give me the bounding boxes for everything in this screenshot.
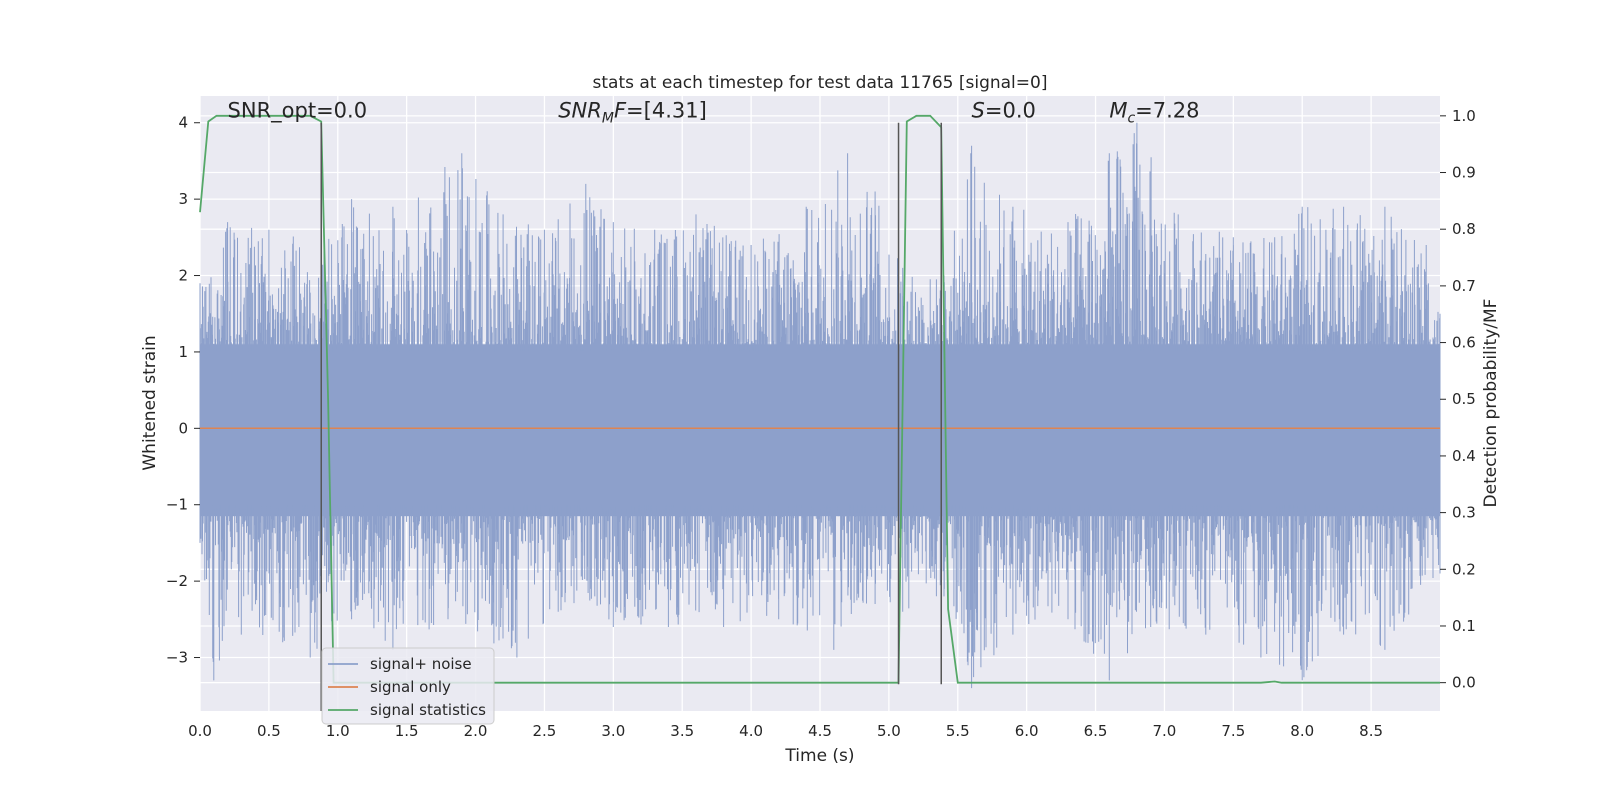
y-left-tick-label: 1 (178, 343, 188, 361)
y-left-tick-label: −1 (166, 496, 188, 514)
y-right-tick-label: 0.4 (1452, 447, 1476, 465)
vertical-markers (320, 122, 942, 711)
x-tick-label: 1.0 (326, 722, 350, 740)
x-tick-label: 6.0 (1015, 722, 1039, 740)
x-tick-label: 4.5 (808, 722, 832, 740)
x-tick-label: 0.5 (257, 722, 281, 740)
y-axis-left: −3 −2 −1 0 1 2 3 4 (166, 114, 200, 667)
x-tick-label: 8.5 (1359, 722, 1383, 740)
y-right-tick-label: 1.0 (1452, 107, 1476, 125)
legend-label: signal only (370, 678, 451, 696)
y-left-tick-label: −3 (166, 649, 188, 667)
y-right-tick-label: 0.6 (1452, 334, 1476, 352)
y-right-tick-label: 0.8 (1452, 220, 1476, 238)
annotation-1: SNR_opt=0.0 (228, 98, 368, 123)
series-layer (199, 114, 1441, 689)
y-right-tick-label: 0.1 (1452, 617, 1476, 635)
x-tick-label: 4.0 (739, 722, 763, 740)
x-tick-label: 1.5 (395, 722, 419, 740)
y-right-tick-label: 0.3 (1452, 504, 1476, 522)
legend-label: signal statistics (370, 701, 486, 719)
y-axis-right: 0.0 0.1 0.2 0.3 0.4 0.5 0.6 0.7 0.8 0.9 1.0 (1440, 107, 1476, 692)
x-tick-label: 2.0 (464, 722, 488, 740)
x-tick-label: 8.0 (1290, 722, 1314, 740)
annotation-4: Mc=7.28 (1109, 98, 1199, 126)
legend-box (321, 647, 495, 725)
y-right-tick-label: 0.7 (1452, 277, 1476, 295)
y-axis-right-label: Detection probability/MF (1481, 299, 1501, 508)
y-right-tick-label: 0.9 (1452, 164, 1476, 182)
y-left-tick-label: −2 (166, 572, 188, 590)
y-axis-left-label: Whitened strain (140, 335, 160, 470)
x-tick-label: 3.0 (601, 722, 625, 740)
legend: signal+ noise signal only signal statistic… (321, 647, 495, 725)
x-axis: 0.0 0.5 1.0 1.5 2.0 2.5 3.0 3.5 4.0 4.5 5.0 5.5 6.0 6… (188, 722, 1383, 740)
y-left-tick-label: 4 (178, 114, 188, 132)
y-right-tick-label: 0.2 (1452, 560, 1476, 578)
annotations: SNR_opt=0.0 SNRMF=[4.31] S=0.0 Mc=7.28 (228, 98, 1200, 126)
series-signal-noise (199, 122, 1441, 689)
annotation-3: S=0.0 (972, 98, 1036, 122)
y-right-tick-label: 0.5 (1452, 390, 1476, 408)
y-left-tick-label: 3 (178, 190, 188, 208)
noise-trace (199, 122, 1441, 689)
y-right-tick-label: 0.0 (1452, 674, 1476, 692)
x-axis-label: Time (s) (784, 746, 854, 766)
y-left-tick-label: 0 (178, 419, 188, 437)
x-tick-label: 7.0 (1153, 722, 1177, 740)
x-tick-label: 5.0 (877, 722, 901, 740)
legend-label: signal+ noise (370, 655, 472, 673)
x-tick-label: 0.0 (188, 722, 212, 740)
y-left-tick-label: 2 (178, 267, 188, 285)
annotation-2: SNRMF=[4.31] (558, 98, 707, 126)
series-signal-statistics (199, 114, 1440, 684)
x-tick-label: 6.5 (1084, 722, 1108, 740)
x-tick-label: 7.5 (1221, 722, 1245, 740)
x-tick-label: 2.5 (533, 722, 557, 740)
x-tick-label: 3.5 (670, 722, 694, 740)
chart-title: stats at each timestep for test data 117… (593, 73, 1048, 93)
x-tick-label: 5.5 (946, 722, 970, 740)
